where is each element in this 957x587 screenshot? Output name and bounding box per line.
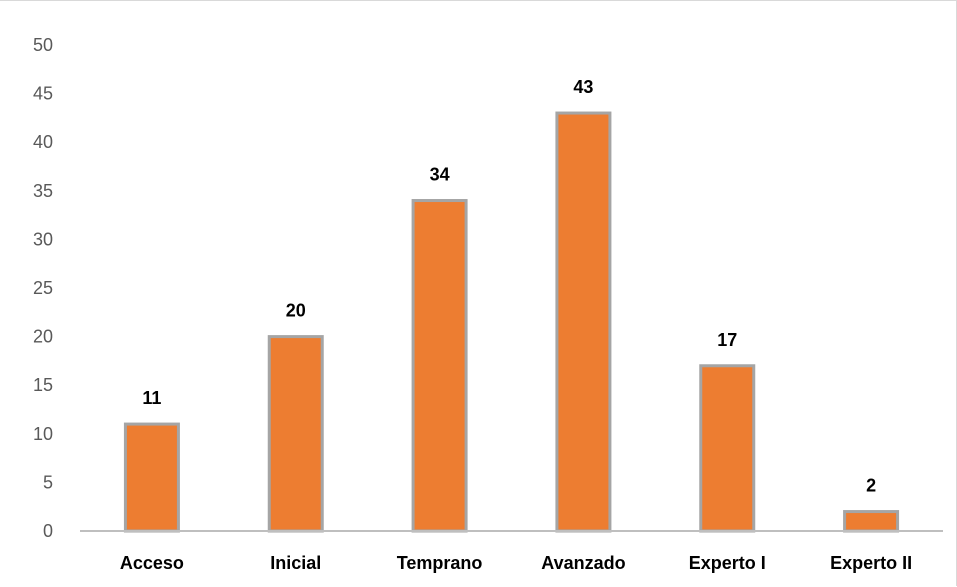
data-label: 43 xyxy=(573,77,593,97)
y-tick-label: 20 xyxy=(33,327,53,347)
x-axis-category-labels: Acceso Inicial Temprano Avanzado Experto I Ex… xyxy=(120,553,912,573)
y-axis-ticks: 0 5 10 15 20 25 30 35 40 45 50 xyxy=(33,35,53,541)
data-label: 11 xyxy=(142,388,161,408)
bar-experto-i xyxy=(699,364,756,533)
bar-inicial xyxy=(267,335,324,533)
data-labels: 11 20 34 43 17 2 xyxy=(142,77,876,496)
y-tick-label: 0 xyxy=(43,521,53,541)
x-tick-label: Avanzado xyxy=(541,553,625,573)
bar-experto-ii xyxy=(843,510,900,533)
y-tick-label: 10 xyxy=(33,424,53,444)
data-label: 20 xyxy=(286,301,306,321)
y-tick-label: 15 xyxy=(33,375,53,395)
y-tick-label: 40 xyxy=(33,132,53,152)
y-tick-label: 30 xyxy=(33,229,53,249)
x-tick-label: Acceso xyxy=(120,553,184,573)
y-tick-label: 45 xyxy=(33,84,53,104)
data-label: 2 xyxy=(866,476,876,496)
x-tick-label: Experto I xyxy=(689,553,766,573)
bars xyxy=(123,111,900,533)
bar-acceso xyxy=(123,422,180,533)
y-tick-label: 5 xyxy=(43,472,53,492)
y-tick-label: 25 xyxy=(33,278,53,298)
bar-avanzado xyxy=(555,111,612,533)
x-tick-label: Temprano xyxy=(397,553,483,573)
y-tick-label: 35 xyxy=(33,181,53,201)
x-tick-label: Experto II xyxy=(830,553,912,573)
x-tick-label: Inicial xyxy=(270,553,321,573)
bar-temprano xyxy=(411,199,468,533)
y-tick-label: 50 xyxy=(33,35,53,55)
data-label: 34 xyxy=(430,165,450,185)
data-label: 17 xyxy=(717,330,737,350)
